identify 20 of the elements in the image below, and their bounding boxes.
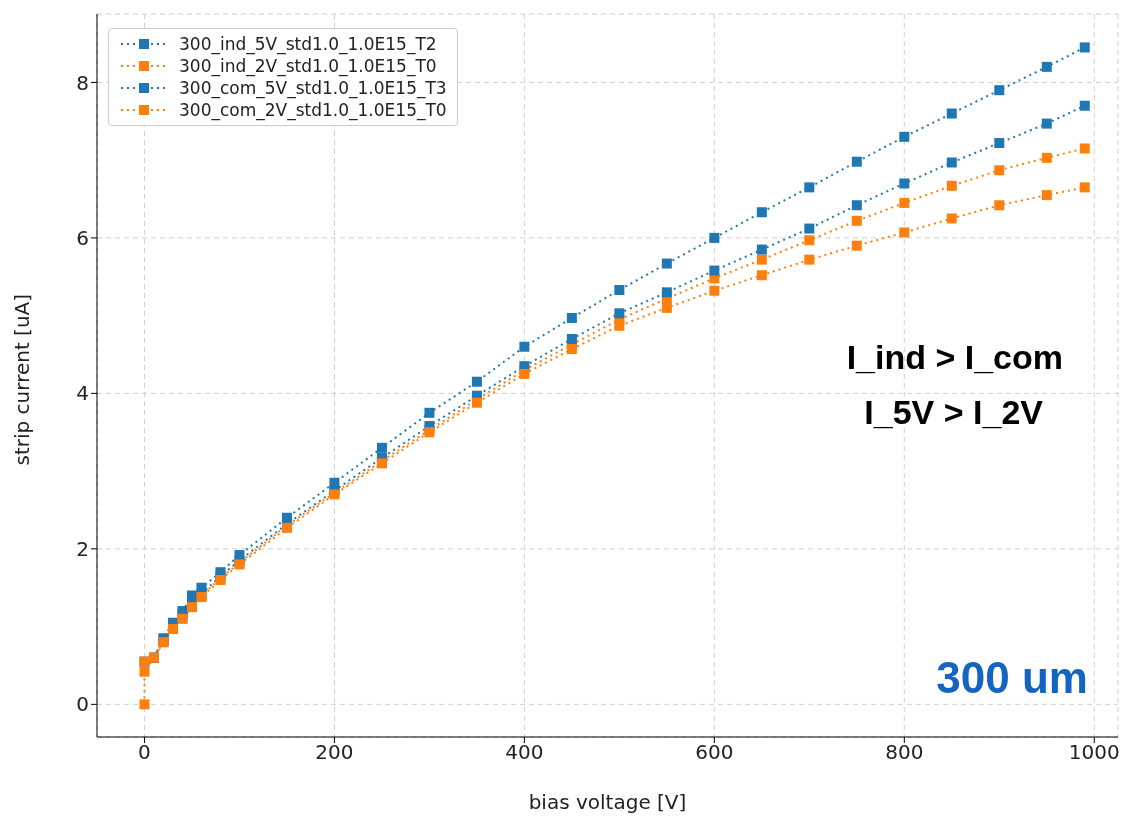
y-tick-label: 2 — [76, 536, 89, 561]
legend-label: 300_ind_2V_std1.0_1.0E15_T0 — [179, 55, 437, 77]
annotation: I_ind > I_com — [846, 338, 1063, 377]
x-tick-label: 1000 — [1068, 740, 1120, 765]
legend-label: 300_com_2V_std1.0_1.0E15_T0 — [179, 99, 447, 121]
x-tick-label: 800 — [885, 740, 924, 765]
annotation: I_5V > I_2V — [864, 393, 1043, 432]
y-tick-label: 8 — [76, 70, 89, 95]
y-tick-label: 6 — [76, 226, 89, 250]
y-tick-label: 4 — [76, 381, 89, 406]
x-tick-label: 200 — [315, 740, 354, 765]
y-axis-title: strip current [uA] — [10, 293, 35, 466]
y-tick-label: 0 — [76, 692, 89, 717]
x-tick-label: 600 — [695, 740, 734, 765]
x-axis-title: bias voltage [V] — [528, 790, 687, 814]
legend-label: 300_com_5V_std1.0_1.0E15_T3 — [179, 77, 447, 99]
x-tick-label: 400 — [505, 740, 544, 765]
legend-label: 300_ind_5V_std1.0_1.0E15_T2 — [179, 33, 437, 55]
annotation: 300 um — [936, 653, 1088, 703]
x-tick-label: 0 — [138, 740, 151, 765]
